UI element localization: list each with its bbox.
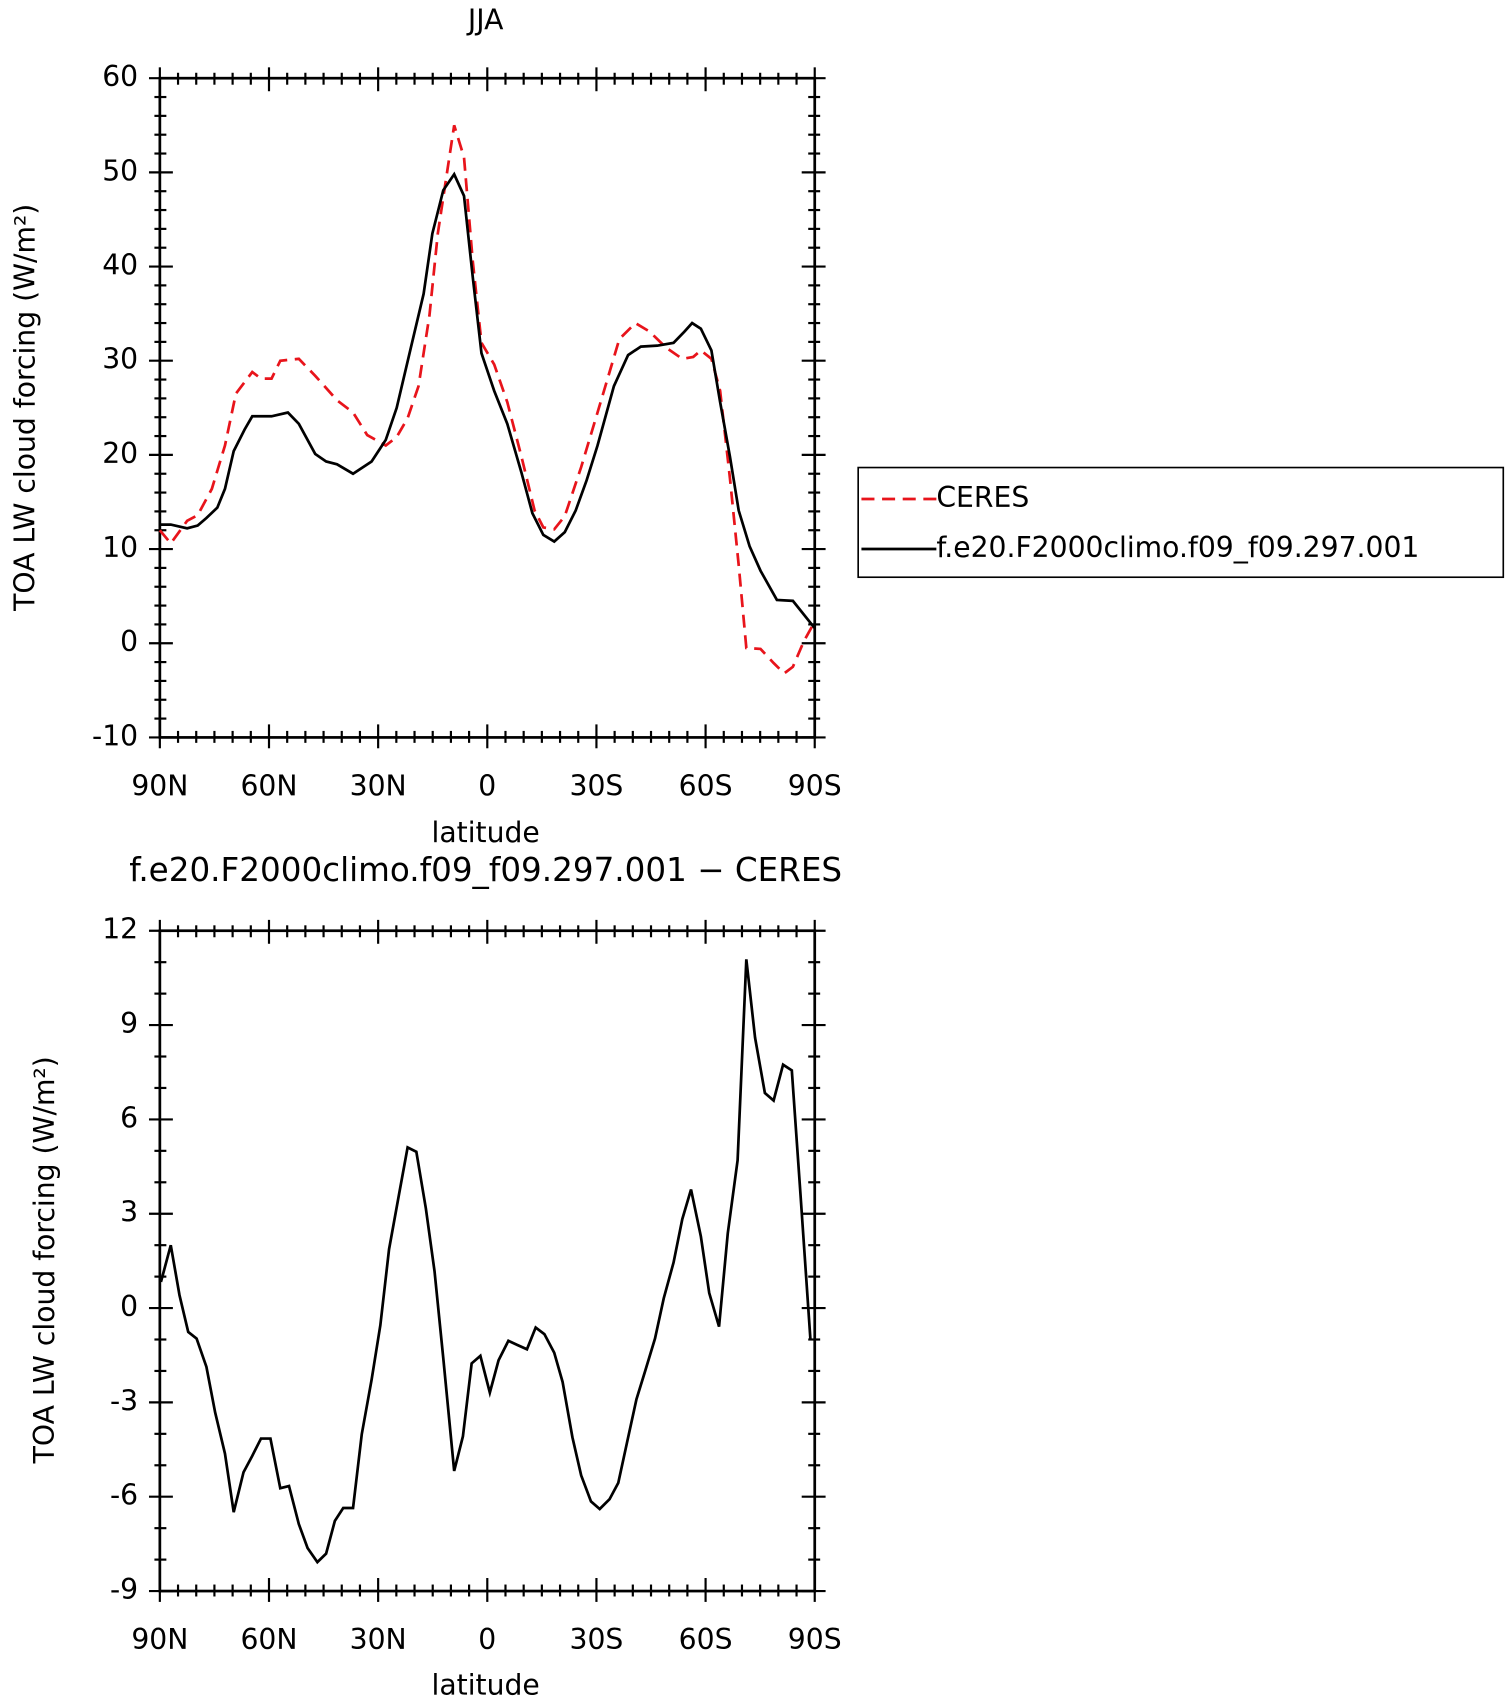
y-tick-label: 0 xyxy=(120,625,138,658)
x-axis-label: latitude xyxy=(432,1669,540,1702)
x-tick-label: 30N xyxy=(350,769,407,802)
y-tick-label: 40 xyxy=(102,249,138,282)
y-tick-label: -9 xyxy=(110,1573,138,1606)
plot-frame xyxy=(158,929,817,1593)
x-tick-label: 60S xyxy=(679,769,733,802)
x-tick-label: 30S xyxy=(570,769,624,802)
legend-label: CERES xyxy=(936,481,1029,514)
chart-title: f.e20.F2000climo.f09_f09.297.001 − CERES xyxy=(129,851,842,889)
y-tick-label: 50 xyxy=(102,154,138,187)
y-axis-label: TOA LW cloud forcing (W/m²) xyxy=(28,1056,61,1464)
y-axis-label: TOA LW cloud forcing (W/m²) xyxy=(8,204,41,612)
x-axis-label: latitude xyxy=(432,816,540,849)
y-tick-label: -3 xyxy=(110,1384,138,1417)
legend-box xyxy=(857,466,1505,579)
y-tick-label: 10 xyxy=(102,531,138,564)
y-tick-label: 30 xyxy=(102,343,138,376)
x-tick-label: 60N xyxy=(240,1623,297,1656)
x-tick-label: 90N xyxy=(131,769,188,802)
chart-title: JJA xyxy=(466,4,504,37)
y-tick-label: 3 xyxy=(120,1196,138,1229)
x-tick-label: 0 xyxy=(478,1623,496,1656)
x-tick-label: 60N xyxy=(240,769,297,802)
x-tick-label: 0 xyxy=(478,769,496,802)
line-series xyxy=(158,124,816,676)
x-tick-label: 90S xyxy=(788,1623,842,1656)
x-tick-label: 30N xyxy=(350,1623,407,1656)
y-tick-label: 20 xyxy=(102,437,138,470)
y-tick-label: 9 xyxy=(120,1007,138,1040)
x-tick-label: 90S xyxy=(788,769,842,802)
line-series xyxy=(159,171,816,630)
y-tick-label: 0 xyxy=(120,1290,138,1323)
plot-frame xyxy=(158,76,817,739)
y-tick-label: 12 xyxy=(102,913,138,946)
x-tick-label: 90N xyxy=(131,1623,188,1656)
legend-label: f.e20.F2000climo.f09_f09.297.001 xyxy=(936,531,1419,564)
y-tick-label: -6 xyxy=(110,1479,138,1512)
y-tick-label: 6 xyxy=(120,1101,138,1134)
y-tick-label: 60 xyxy=(102,60,138,93)
x-tick-label: 30S xyxy=(570,1623,624,1656)
y-tick-label: -10 xyxy=(92,719,138,752)
x-tick-label: 60S xyxy=(679,1623,733,1656)
line-series xyxy=(159,959,812,1565)
